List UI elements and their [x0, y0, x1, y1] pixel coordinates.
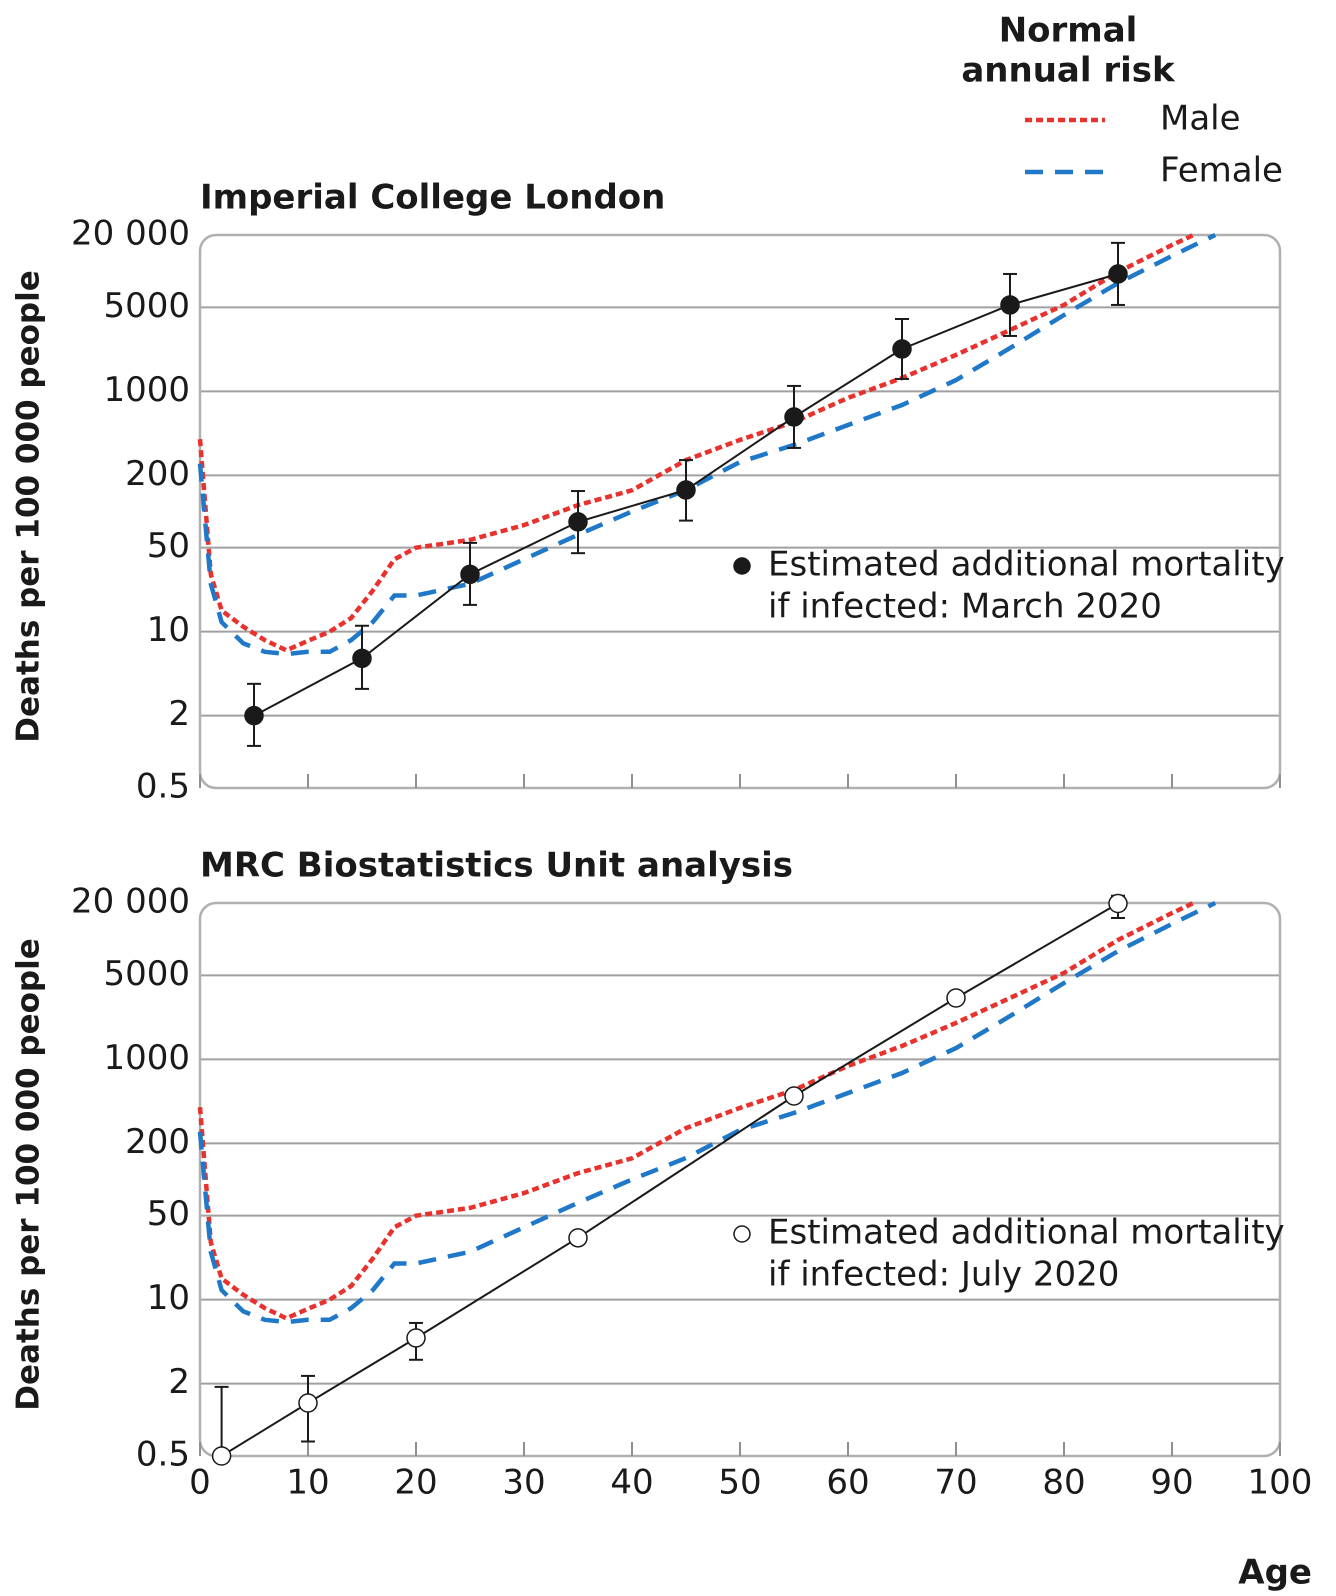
x-tick-label: 10 [286, 1463, 329, 1503]
annotation-text: if infected: July 2020 [768, 1255, 1119, 1295]
estimate-point [298, 1393, 318, 1413]
estimate-point [1108, 264, 1128, 284]
y-tick-label: 20 000 [71, 214, 190, 254]
estimate-point [460, 564, 480, 585]
annotation-text: Estimated additional mortality [768, 545, 1285, 585]
estimate-point [892, 339, 912, 359]
risk-curve [197, 232, 1217, 657]
y-tick-label: 200 [125, 1122, 190, 1162]
y-tick-label: 2 [168, 694, 190, 734]
x-tick-label: 50 [718, 1463, 761, 1503]
x-tick-label: 90 [1150, 1463, 1193, 1503]
legend-title: Normal [999, 11, 1138, 51]
legend-label: Male [1160, 99, 1241, 139]
y-tick-label: 50 [147, 526, 190, 566]
x-tick-label: 100 [1248, 1463, 1313, 1503]
estimate-point [784, 1086, 804, 1106]
estimate-point [211, 1446, 232, 1466]
chart-title: MRC Biostatistics Unit analysis [200, 846, 793, 886]
x-tick-label: 80 [1042, 1463, 1085, 1503]
estimate-point [244, 705, 264, 726]
estimate-point [784, 407, 804, 427]
risk-curve [197, 232, 1195, 653]
plot-frame [198, 233, 1282, 790]
estimate-point [352, 648, 372, 669]
plot-frame [198, 901, 1282, 1458]
estimate-point [568, 1228, 588, 1248]
legend-title: annual risk [961, 51, 1176, 91]
annotation-marker [733, 557, 751, 575]
y-tick-label: 5000 [103, 286, 190, 326]
estimate-point [676, 480, 696, 500]
y-tick-label: 2 [168, 1362, 190, 1402]
estimate-point [1108, 893, 1128, 914]
risk-curve [197, 900, 1195, 1321]
x-tick-label: 60 [826, 1463, 869, 1503]
error-bar [214, 1385, 229, 1457]
y-tick-label: 10 [147, 1278, 190, 1318]
y-axis-label: Deaths per 100 000 people [11, 270, 47, 742]
legend-label: Female [1160, 151, 1283, 191]
x-tick-label: 30 [502, 1463, 545, 1503]
estimate-point [1000, 295, 1020, 315]
y-tick-label: 10 [147, 610, 190, 650]
estimate-point [568, 512, 588, 532]
chart-title: Imperial College London [200, 178, 665, 218]
x-tick-label: 0 [189, 1463, 211, 1503]
estimate-point [946, 988, 966, 1008]
y-tick-label: 1000 [103, 370, 190, 410]
x-tick-label: 40 [610, 1463, 653, 1503]
estimate-point [406, 1328, 426, 1348]
y-tick-label: 1000 [103, 1038, 190, 1078]
annotation-text: if infected: March 2020 [768, 587, 1162, 627]
y-tick-label: 5000 [103, 954, 190, 994]
y-tick-label: 200 [125, 454, 190, 494]
y-tick-label: 20 000 [71, 882, 190, 922]
y-tick-label: 50 [147, 1194, 190, 1234]
x-tick-label: 70 [934, 1463, 977, 1503]
y-axis-label: Deaths per 100 000 people [11, 938, 47, 1410]
y-tick-label: 0.5 [136, 767, 190, 807]
x-tick-label: 20 [394, 1463, 437, 1503]
risk-curve [197, 900, 1217, 1325]
estimate-line [221, 902, 1119, 1457]
annotation-text: Estimated additional mortality [768, 1213, 1285, 1253]
x-axis-label: Age [1238, 1553, 1312, 1593]
annotation-marker [733, 1225, 751, 1243]
y-tick-label: 0.5 [136, 1435, 190, 1475]
